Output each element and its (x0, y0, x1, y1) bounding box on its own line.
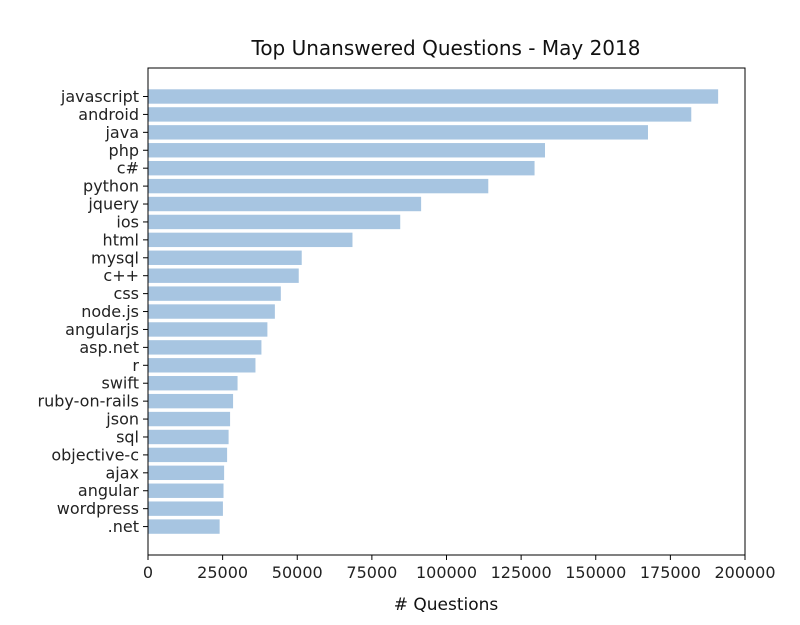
bar-php (148, 143, 546, 158)
x-tick-label: 175000 (640, 563, 701, 582)
bar-html (148, 232, 353, 248)
bar-swift (148, 376, 238, 391)
y-tick-label: angular (78, 481, 139, 500)
y-tick-label: node.js (81, 302, 139, 321)
bar-node.js (148, 304, 275, 319)
bar-c++ (148, 268, 299, 283)
x-tick-label: 125000 (491, 563, 552, 582)
x-axis: 0 25000 50000 75000 100000 125000 150000 175000… (143, 555, 776, 582)
chart-title: Top Unanswered Questions - May 2018 (251, 36, 641, 60)
y-tick-label: python (83, 177, 139, 196)
bar-objective-c (148, 447, 228, 463)
y-tick-label: r (132, 356, 139, 375)
bar-sql (148, 429, 229, 445)
y-tick-label: c++ (103, 266, 139, 285)
bar-mysql (148, 250, 302, 265)
bar-wordpress (148, 501, 223, 516)
bar-ruby-on-rails (148, 393, 234, 409)
bar-python (148, 178, 489, 194)
x-tick-label: 100000 (416, 563, 477, 582)
y-tick-label: sql (116, 427, 139, 446)
y-tick-label: ios (116, 212, 139, 231)
y-tick-label: ruby-on-rails (38, 392, 139, 411)
y-tick-label: c# (117, 159, 139, 178)
x-tick-label: 200000 (714, 563, 775, 582)
bar-ios (148, 214, 401, 230)
y-tick-label: javascript (60, 87, 139, 106)
x-tick-label: 75000 (346, 563, 397, 582)
y-tick-label: mysql (91, 248, 139, 267)
x-tick-label: 0 (143, 563, 153, 582)
bar-javascript (148, 89, 719, 104)
bar-css (148, 286, 281, 301)
y-tick-label: swift (102, 374, 140, 393)
bar-r (148, 358, 256, 373)
bar-angularjs (148, 322, 268, 337)
y-tick-label: java (104, 123, 139, 142)
y-tick-label: objective-c (51, 445, 139, 464)
y-tick-label: ajax (105, 463, 139, 482)
x-tick-label: 25000 (197, 563, 248, 582)
y-axis: javascriptandroidjavaphpc#pythonjqueryio… (38, 87, 148, 536)
y-tick-label: angularjs (65, 320, 139, 339)
y-tick-label: json (105, 410, 139, 429)
y-tick-label: asp.net (79, 338, 139, 357)
y-tick-label: wordpress (57, 499, 139, 518)
bar-java (148, 125, 648, 140)
y-tick-label: html (103, 230, 139, 249)
bar-ajax (148, 465, 225, 481)
x-tick-label: 50000 (272, 563, 323, 582)
bar-asp.net (148, 340, 262, 355)
y-tick-label: .net (108, 517, 139, 536)
bar-jquery (148, 196, 422, 212)
y-tick-label: css (114, 284, 139, 303)
x-tick-label: 150000 (565, 563, 626, 582)
x-axis-label: # Questions (394, 595, 499, 615)
bar-android (148, 107, 692, 122)
bars-layer (148, 89, 719, 534)
bar-json (148, 411, 231, 427)
y-tick-label: android (78, 105, 139, 124)
bar-angular (148, 483, 224, 498)
bar-.net (148, 519, 220, 534)
y-tick-label: jquery (87, 195, 139, 214)
bar-c# (148, 160, 535, 176)
y-tick-label: php (109, 141, 139, 160)
